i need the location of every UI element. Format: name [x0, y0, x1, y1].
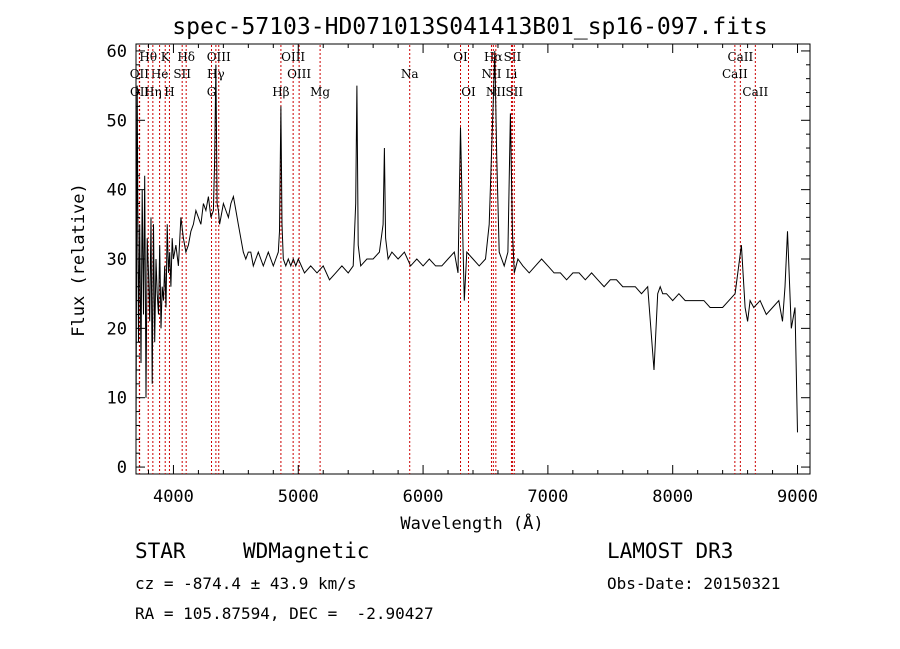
line-marker-label: OIII — [287, 67, 311, 81]
x-tick-label: 9000 — [777, 487, 818, 507]
x-axis-label: Wavelength (Å) — [400, 512, 543, 534]
x-tick-label: 7000 — [527, 487, 568, 507]
line-marker-label: H — [164, 85, 174, 99]
observation-date: Obs-Date: 20150321 — [607, 574, 781, 593]
line-marker-label: Hβ — [272, 85, 289, 99]
y-tick-label: 10 — [107, 389, 127, 409]
redshift-cz: cz = -874.4 ± 43.9 km/s — [135, 574, 357, 593]
line-marker-label: OI — [461, 85, 476, 99]
line-marker-label: Hθ — [139, 50, 157, 64]
line-marker-label: CaII — [742, 85, 768, 99]
line-marker-label: SII — [173, 67, 191, 81]
line-marker-label: Na — [401, 67, 419, 81]
object-subclass: WDMagnetic — [243, 539, 370, 563]
line-marker-label: OII — [130, 85, 150, 99]
line-marker-label: Li — [506, 67, 518, 81]
line-marker-label: Hη — [144, 85, 162, 99]
x-tick-label: 6000 — [403, 487, 444, 507]
spectrum-line — [135, 50, 798, 440]
ra-dec: RA = 105.87594, DEC = -2.90427 — [135, 604, 434, 623]
x-tick-label: 8000 — [652, 487, 693, 507]
line-marker-label: SII — [504, 50, 522, 64]
line-marker-label: G — [207, 85, 217, 99]
line-marker-label: Hδ — [177, 50, 195, 64]
line-marker-label: Mg — [310, 85, 330, 99]
line-marker-label: CaII — [722, 67, 748, 81]
y-tick-label: 60 — [107, 42, 127, 62]
line-marker-label: CaII — [727, 50, 753, 64]
object-class: STAR — [135, 539, 186, 563]
y-tick-label: 30 — [107, 250, 127, 270]
line-marker-label: OIII — [207, 50, 231, 64]
line-marker-label: SII — [505, 85, 523, 99]
chart-title: spec-57103-HD071013S041413B01_sp16-097.f… — [172, 14, 767, 40]
y-tick-label: 0 — [117, 458, 127, 478]
x-tick-label: 4000 — [153, 487, 194, 507]
y-tick-label: 50 — [107, 111, 127, 131]
line-marker-label: He — [151, 67, 169, 81]
line-marker-label: Hα — [484, 50, 503, 64]
y-axis-label: Flux (relative) — [69, 183, 89, 337]
survey-name: LAMOST DR3 — [607, 539, 734, 563]
y-tick-label: 40 — [107, 181, 127, 201]
y-tick-label: 20 — [107, 319, 127, 339]
line-marker-label: K — [161, 50, 171, 64]
line-marker-label: OI — [453, 50, 468, 64]
line-marker-label: NII — [481, 67, 501, 81]
x-tick-label: 5000 — [278, 487, 319, 507]
x-axis-ticks: 4000 5000 6000 7000 8000 9000 — [147, 44, 818, 507]
line-marker-label: OIII — [281, 50, 305, 64]
